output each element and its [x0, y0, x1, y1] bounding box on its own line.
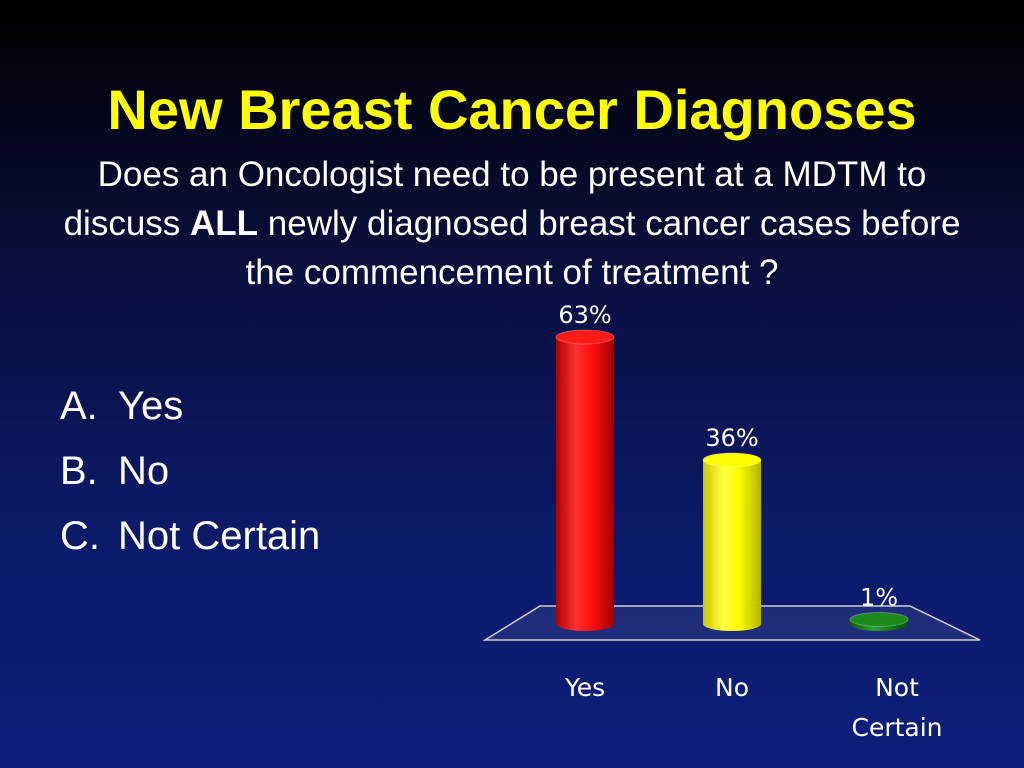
option-label: No — [118, 449, 170, 493]
option-c: C. Not Certain — [60, 508, 320, 573]
chart-labels: 63% Yes 36% No 1% Not Certain — [558, 301, 942, 742]
question-emphasis: ALL — [190, 204, 259, 243]
data-label: 63% — [558, 301, 611, 329]
question-text-end: newly diagnosed breast cancer cases befo… — [245, 204, 961, 292]
bar-yes — [555, 329, 615, 631]
answer-options: A. Yes B. No C. Not Certain — [60, 378, 320, 573]
chart-series — [555, 329, 909, 631]
bar-not-certain — [849, 611, 909, 631]
x-tick-label: Not — [875, 673, 919, 702]
option-letter: C. — [60, 514, 100, 558]
option-letter: A. — [60, 384, 98, 428]
slide-title: New Breast Cancer Diagnoses — [107, 78, 917, 141]
option-label: Not Certain — [118, 514, 321, 558]
x-tick-label: Certain — [851, 713, 942, 742]
question-text-start: Does an Oncologist need to be present at… — [63, 155, 927, 243]
bar-no — [702, 452, 762, 631]
data-label: 1% — [860, 583, 898, 611]
data-label: 36% — [705, 424, 758, 452]
x-tick-label: Yes — [564, 673, 605, 702]
bar-chart: 63% Yes 36% No 1% Not Certain — [482, 301, 981, 742]
option-a: A. Yes — [60, 378, 320, 443]
option-label: Yes — [118, 384, 184, 428]
option-letter: B. — [60, 449, 98, 493]
x-tick-label: No — [715, 673, 749, 702]
slide-question: Does an Oncologist need to be present at… — [40, 150, 984, 297]
option-b: B. No — [60, 443, 320, 508]
